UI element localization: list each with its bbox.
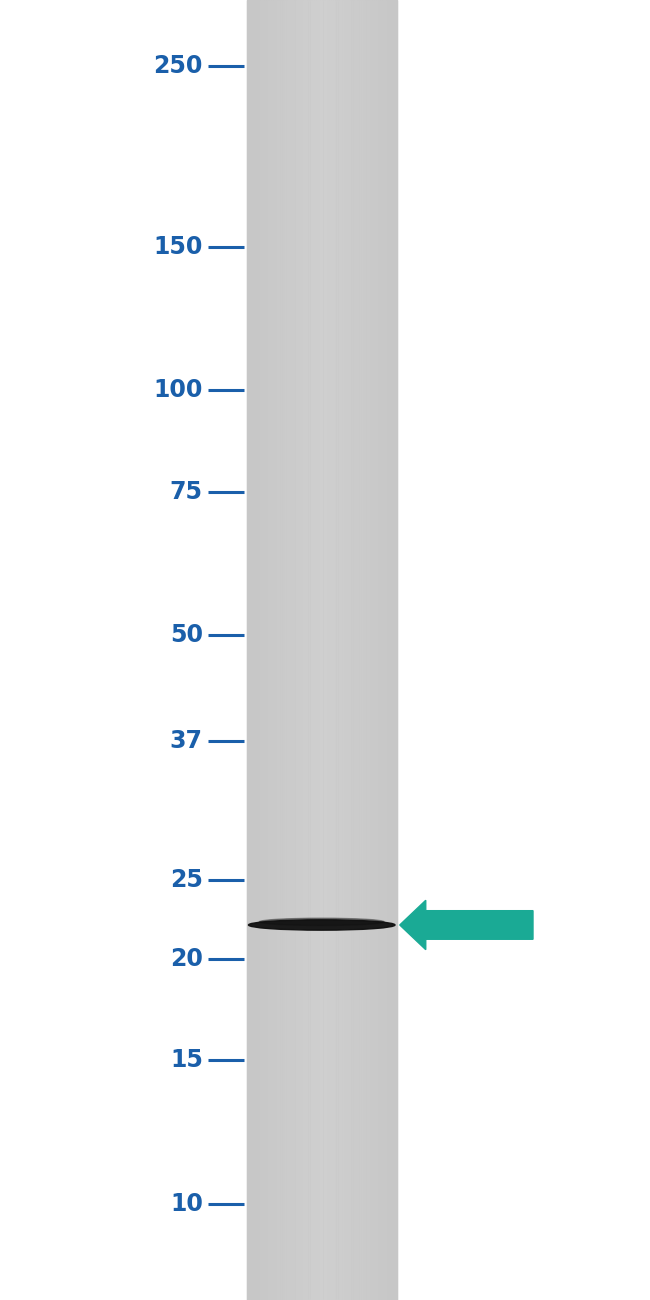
Bar: [273, 0, 276, 1300]
Bar: [281, 0, 283, 1300]
Ellipse shape: [248, 920, 395, 931]
Bar: [313, 0, 315, 1300]
Bar: [341, 0, 343, 1300]
Text: 250: 250: [153, 55, 203, 78]
Bar: [337, 0, 339, 1300]
Bar: [352, 0, 354, 1300]
Bar: [307, 0, 309, 1300]
Bar: [391, 0, 393, 1300]
Bar: [253, 0, 255, 1300]
Bar: [290, 0, 292, 1300]
Bar: [356, 0, 358, 1300]
Bar: [247, 0, 396, 1300]
Bar: [333, 0, 335, 1300]
Bar: [294, 0, 296, 1300]
Bar: [285, 0, 287, 1300]
Bar: [374, 0, 376, 1300]
Bar: [331, 0, 333, 1300]
Text: 100: 100: [153, 378, 203, 402]
Bar: [296, 0, 298, 1300]
Bar: [382, 0, 384, 1300]
Bar: [339, 0, 341, 1300]
Bar: [385, 0, 388, 1300]
Bar: [299, 0, 302, 1300]
Bar: [262, 0, 265, 1300]
Bar: [264, 0, 266, 1300]
Bar: [350, 0, 352, 1300]
Bar: [283, 0, 285, 1300]
Text: 50: 50: [170, 623, 203, 647]
Bar: [367, 0, 369, 1300]
Bar: [372, 0, 374, 1300]
Text: 37: 37: [170, 729, 203, 753]
Bar: [303, 0, 306, 1300]
Text: 25: 25: [170, 868, 203, 892]
Bar: [359, 0, 361, 1300]
Text: 150: 150: [153, 235, 203, 259]
Bar: [343, 0, 344, 1300]
Bar: [301, 0, 304, 1300]
Bar: [378, 0, 380, 1300]
Bar: [256, 0, 259, 1300]
Bar: [315, 0, 317, 1300]
Text: 10: 10: [170, 1192, 203, 1216]
Bar: [361, 0, 363, 1300]
Text: 20: 20: [170, 946, 203, 971]
Bar: [277, 0, 280, 1300]
Bar: [354, 0, 356, 1300]
Bar: [258, 0, 261, 1300]
Bar: [309, 0, 311, 1300]
Bar: [275, 0, 278, 1300]
Bar: [380, 0, 382, 1300]
Bar: [324, 0, 326, 1300]
Bar: [393, 0, 395, 1300]
Bar: [251, 0, 254, 1300]
Bar: [247, 0, 250, 1300]
Bar: [270, 0, 272, 1300]
Bar: [326, 0, 328, 1300]
Bar: [268, 0, 270, 1300]
Bar: [370, 0, 373, 1300]
Bar: [376, 0, 378, 1300]
Bar: [335, 0, 337, 1300]
Bar: [288, 0, 291, 1300]
Bar: [249, 0, 252, 1300]
Bar: [320, 0, 322, 1300]
Bar: [344, 0, 346, 1300]
Bar: [384, 0, 386, 1300]
Bar: [348, 0, 350, 1300]
Bar: [266, 0, 268, 1300]
Bar: [395, 0, 397, 1300]
Ellipse shape: [259, 918, 384, 926]
Bar: [292, 0, 294, 1300]
Bar: [363, 0, 365, 1300]
Text: 75: 75: [170, 480, 203, 503]
Bar: [365, 0, 367, 1300]
Bar: [286, 0, 289, 1300]
Bar: [305, 0, 307, 1300]
Bar: [322, 0, 324, 1300]
Bar: [298, 0, 300, 1300]
Bar: [389, 0, 391, 1300]
Bar: [330, 0, 332, 1300]
Bar: [358, 0, 360, 1300]
Bar: [369, 0, 371, 1300]
Bar: [316, 0, 318, 1300]
Bar: [387, 0, 390, 1300]
Bar: [311, 0, 313, 1300]
Text: 15: 15: [170, 1048, 203, 1072]
Bar: [271, 0, 274, 1300]
Bar: [279, 0, 281, 1300]
Bar: [255, 0, 257, 1300]
Bar: [260, 0, 263, 1300]
Bar: [318, 0, 320, 1300]
Bar: [346, 0, 348, 1300]
Bar: [328, 0, 330, 1300]
FancyArrow shape: [400, 901, 533, 950]
